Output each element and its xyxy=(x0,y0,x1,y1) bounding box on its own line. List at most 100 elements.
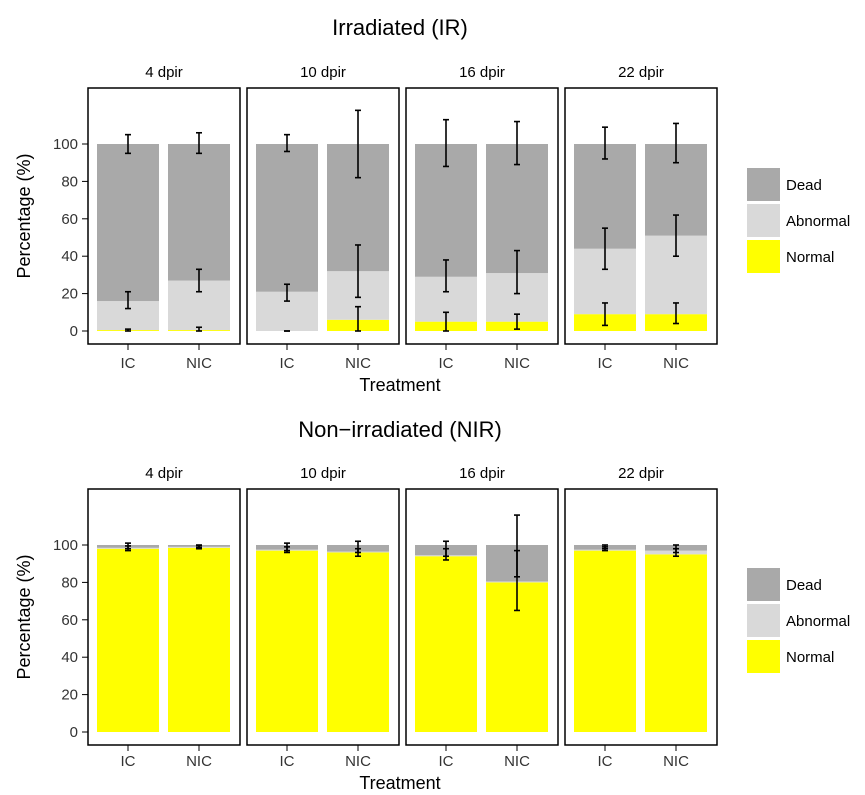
x-axis-label: Treatment xyxy=(359,375,440,395)
error-bar-dead xyxy=(284,542,290,552)
error-bar-dead xyxy=(196,131,202,155)
panel-border xyxy=(246,488,400,746)
bar-segment-normal xyxy=(168,547,230,732)
error-bar-abnormal xyxy=(673,214,679,258)
x-tick-label: NIC xyxy=(663,753,689,770)
legend-label: Abnormal xyxy=(786,613,850,630)
x-tick-label: IC xyxy=(439,753,454,770)
facet-label: 16 dpir xyxy=(459,64,505,81)
facet-panel: 10 dpir IC NIC xyxy=(246,465,400,770)
panel-border xyxy=(405,488,559,746)
error-bar-dead xyxy=(514,120,520,166)
error-bar-dead xyxy=(355,109,361,179)
x-axis-label: Treatment xyxy=(359,773,440,793)
facet-panel: 4 dpir IC NIC xyxy=(87,465,241,770)
legend-swatch-normal xyxy=(747,240,780,273)
y-axis-label: Percentage (%) xyxy=(14,153,34,278)
x-tick-label: IC xyxy=(121,355,136,372)
x-tick-label: NIC xyxy=(345,355,371,372)
y-tick-label: 20 xyxy=(61,286,78,303)
error-bar-normal xyxy=(355,305,361,332)
x-tick-label: NIC xyxy=(186,753,212,770)
y-tick-label: 0 xyxy=(70,323,78,340)
error-bar-dead xyxy=(125,542,131,550)
legend: Dead Abnormal Normal xyxy=(747,168,850,273)
legend-label: Normal xyxy=(786,649,834,666)
facet-label: 10 dpir xyxy=(300,64,346,81)
panel-border xyxy=(87,87,241,345)
y-tick-label: 0 xyxy=(70,724,78,741)
error-bar-dead xyxy=(125,133,131,155)
x-tick-label: NIC xyxy=(663,355,689,372)
x-tick-label: NIC xyxy=(504,753,530,770)
error-bar-abnormal xyxy=(355,244,361,299)
bar-segment-normal xyxy=(574,550,636,732)
error-bar-dead xyxy=(602,126,608,160)
x-tick-label: NIC xyxy=(186,355,212,372)
legend-label: Normal xyxy=(786,249,834,266)
error-bar-dead xyxy=(673,544,679,554)
panel-border xyxy=(405,87,559,345)
bar-segment-normal xyxy=(256,550,318,732)
error-bar-dead xyxy=(196,544,202,549)
y-tick-label: 60 xyxy=(61,211,78,228)
facet-panel: 22 dpir IC NIC xyxy=(564,465,718,770)
facet-panel: 22 dpir IC NIC xyxy=(564,64,718,372)
y-tick-label: 60 xyxy=(61,612,78,629)
error-bar-dead xyxy=(284,133,290,153)
facet-panel: 4 dpir IC NIC xyxy=(87,64,241,372)
y-tick-label: 100 xyxy=(53,136,78,153)
y-tick-label: 20 xyxy=(61,687,78,704)
y-tick-label: 40 xyxy=(61,248,78,265)
chart-non-irradiated: Non−irradiated (NIR) Percentage (%) 0 20 40 6… xyxy=(14,417,850,793)
x-tick-label: IC xyxy=(121,753,136,770)
x-tick-label: IC xyxy=(280,355,295,372)
chart-title: Irradiated (IR) xyxy=(332,15,468,40)
error-bar-abnormal xyxy=(284,283,290,302)
error-bar-abnormal xyxy=(602,227,608,271)
panel-border xyxy=(564,488,718,746)
chart-irradiated: Irradiated (IR) Percentage (%) 0 20 40 60 80 10… xyxy=(14,15,850,395)
error-bar-normal xyxy=(125,328,131,332)
error-bar-abnormal xyxy=(514,249,520,295)
error-bar-normal xyxy=(196,326,202,332)
error-bar-normal xyxy=(443,311,449,332)
bar-segment-normal xyxy=(97,548,159,732)
bar-segment-normal xyxy=(645,554,707,732)
legend-label: Dead xyxy=(786,177,822,194)
facet-label: 22 dpir xyxy=(618,64,664,81)
error-bar-abnormal xyxy=(125,290,131,310)
error-bar-dead xyxy=(355,540,361,554)
bar-segment-dead xyxy=(256,144,318,292)
bar-segment-dead xyxy=(97,144,159,302)
legend: Dead Abnormal Normal xyxy=(747,568,850,673)
facet-label: 10 dpir xyxy=(300,465,346,482)
chart-title: Non−irradiated (NIR) xyxy=(298,417,502,442)
error-bar-normal xyxy=(514,313,520,330)
error-bar-normal xyxy=(602,302,608,327)
y-axis-label: Percentage (%) xyxy=(14,554,34,679)
error-bar-abnormal xyxy=(196,268,202,293)
error-bar-dead xyxy=(514,514,520,578)
facet-label: 4 dpir xyxy=(145,465,183,482)
y-tick-label: 80 xyxy=(61,173,78,190)
x-tick-label: NIC xyxy=(504,355,530,372)
legend-swatch-abnormal xyxy=(747,204,780,237)
y-tick-label: 100 xyxy=(53,537,78,554)
y-tick-label: 40 xyxy=(61,649,78,666)
error-bar-normal xyxy=(673,302,679,325)
error-bar-abnormal xyxy=(443,259,449,293)
error-bar-dead xyxy=(673,122,679,164)
facet-label: 22 dpir xyxy=(618,465,664,482)
legend-swatch-abnormal xyxy=(747,604,780,637)
x-tick-label: IC xyxy=(598,753,613,770)
legend-swatch-normal xyxy=(747,640,780,673)
legend-label: Dead xyxy=(786,577,822,594)
panel-border xyxy=(564,87,718,345)
legend-swatch-dead xyxy=(747,168,780,201)
legend-swatch-dead xyxy=(747,568,780,601)
error-bar-dead xyxy=(443,540,449,558)
x-tick-label: IC xyxy=(280,753,295,770)
error-bar-dead xyxy=(443,118,449,168)
panel-border xyxy=(246,87,400,345)
